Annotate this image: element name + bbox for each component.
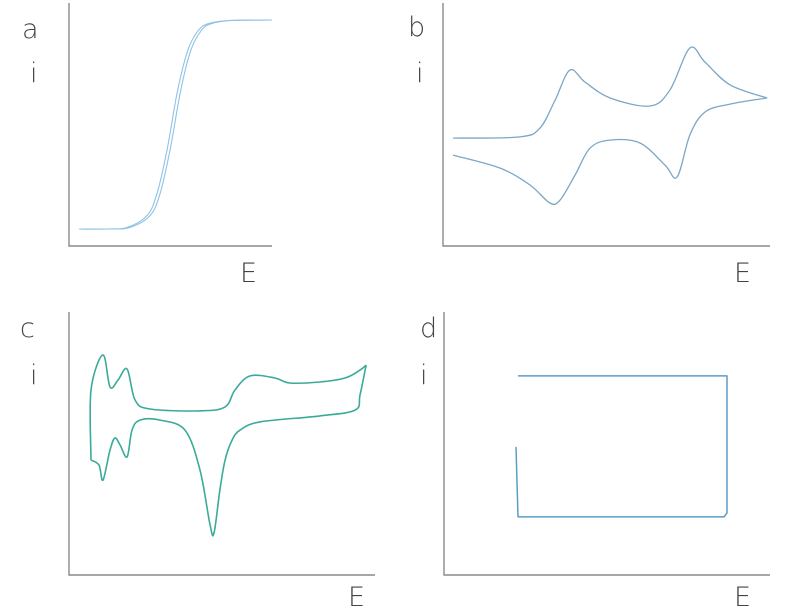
x-axis-label: E [348,582,365,612]
curves [89,354,367,537]
panel-label: a [22,14,39,45]
curves [79,19,273,230]
series-line-1 [89,354,367,461]
panel-a: a i E [22,3,273,289]
y-axis-label: i [30,58,38,89]
series-line-2 [90,364,367,537]
axes [442,3,770,247]
y-axis-label: i [30,360,38,391]
axes [68,3,272,247]
curves [515,375,728,518]
panel-c: c i E [20,312,375,612]
series-line-1 [453,46,768,139]
axes [68,312,375,576]
panel-label: c [20,313,35,344]
series-line-2 [452,97,768,206]
x-axis-label: E [734,582,751,612]
y-axis-label: i [416,58,424,89]
panel-label: d [420,313,437,344]
panel-d: d i E [420,312,770,612]
axes [443,312,770,576]
panel-b: b i E [408,3,770,289]
series-line-1 [515,375,728,518]
y-axis-label: i [420,360,428,391]
series-line-1 [79,19,273,230]
panel-label: b [408,12,425,43]
curves [452,46,768,206]
x-axis-label: E [240,258,257,289]
series-line-2 [79,19,273,230]
x-axis-label: E [734,258,751,289]
